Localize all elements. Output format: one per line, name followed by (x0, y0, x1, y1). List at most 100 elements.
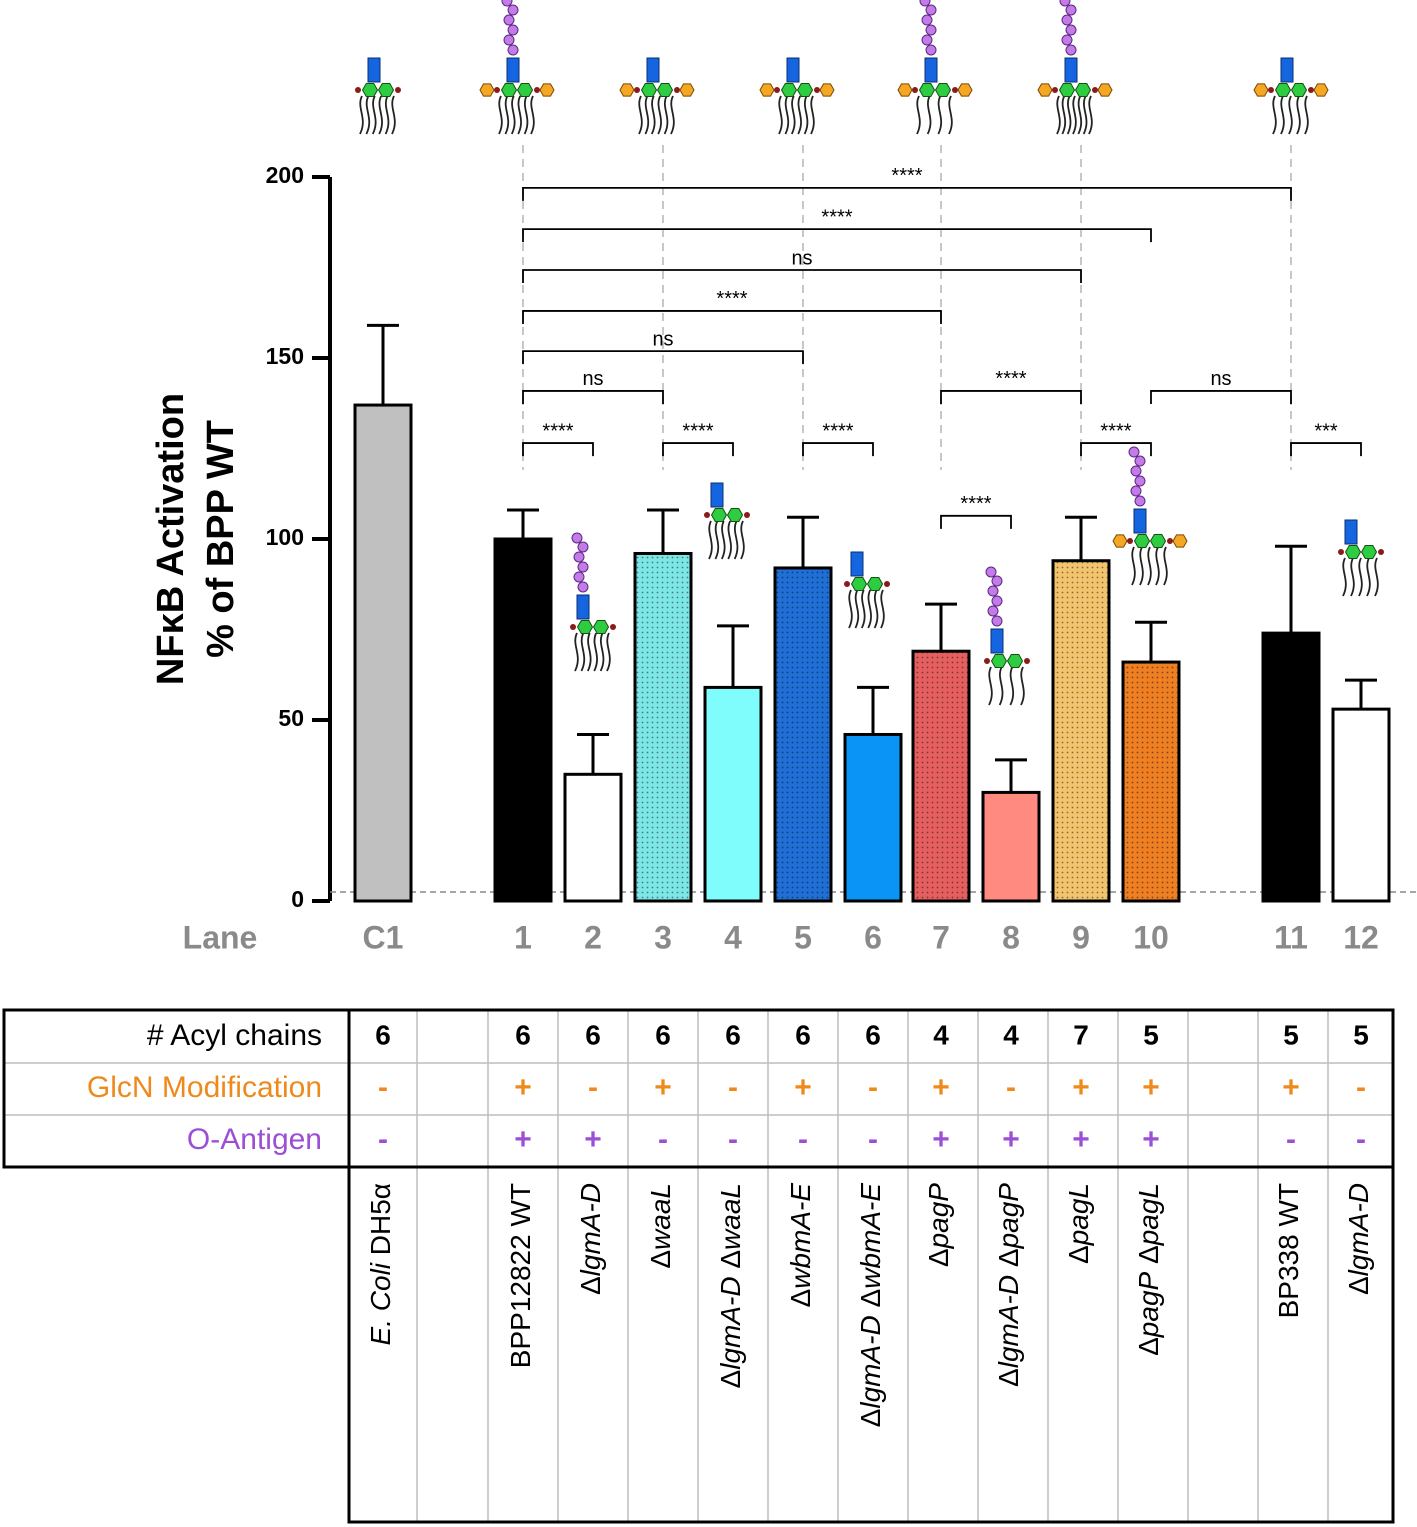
significance-label: ns (791, 247, 812, 269)
strain-name: ΔpagP (923, 1183, 954, 1267)
strain-name-part: Δ (1133, 1245, 1164, 1271)
o-antigen-unit (573, 551, 585, 563)
core (646, 57, 660, 83)
bar (563, 772, 623, 903)
strain-name-part: lgmA-D (1343, 1183, 1374, 1276)
table-grid (2, 1008, 1395, 1524)
x-axis-label: Lane (183, 919, 258, 955)
table-cell: + (1002, 1123, 1020, 1156)
table-cell: - (658, 1123, 668, 1156)
glcn (1112, 534, 1128, 548)
table-cell: - (378, 1071, 388, 1104)
strain-name: BPP12822 WT (505, 1183, 536, 1368)
o-antigen-unit (1065, 4, 1077, 16)
strain-name-part: lgmA-D (993, 1275, 1024, 1368)
phosphate (952, 87, 958, 93)
strain-name-part: pagL (1133, 1183, 1164, 1246)
lps-icon (759, 57, 835, 135)
phosphate (774, 87, 780, 93)
row-label: GlcN Modification (87, 1071, 322, 1104)
acyl-chain (1082, 95, 1088, 135)
bar (1121, 660, 1181, 903)
acyl-chain (650, 95, 656, 135)
acyl-chain (810, 95, 815, 135)
significance-label: **** (822, 420, 853, 442)
lps-icon (479, 0, 555, 135)
bar (1051, 559, 1111, 903)
acyl-chain (1020, 666, 1025, 706)
glucosamine (640, 83, 658, 97)
acyl-chain (593, 632, 598, 672)
acyl-chain (580, 632, 586, 672)
o-antigen-unit (919, 0, 931, 7)
phosphate (1092, 87, 1098, 93)
acyl-chain (797, 95, 802, 135)
strain-name-part: lgmA-D (715, 1276, 746, 1369)
strain-name-part: Δ (1063, 1245, 1094, 1264)
table-cell: + (1142, 1071, 1160, 1104)
acyl-chain (998, 666, 1004, 706)
phosphate (634, 87, 640, 93)
strain-name: ΔpagP ΔpagL (1133, 1183, 1164, 1356)
glucosamine (726, 508, 744, 522)
glucosamine (1344, 545, 1362, 559)
table-cell: 7 (1073, 1019, 1089, 1050)
o-antigen-unit (577, 581, 589, 593)
o-antigen-unit (1134, 475, 1146, 487)
strain-name-part: Δ (993, 1368, 1024, 1387)
acyl-chain (1056, 95, 1061, 135)
acyl-chain (1358, 557, 1363, 597)
table-cell: - (378, 1123, 388, 1156)
glcn (819, 83, 835, 97)
o-antigen-unit (1065, 44, 1077, 56)
o-antigen-unit (925, 24, 937, 36)
glucosamine (918, 83, 936, 97)
y-tick-label: 150 (266, 343, 304, 369)
strain-name-part: E. Coli (365, 1262, 396, 1345)
table-cell: 6 (795, 1019, 811, 1050)
acyl-chain (937, 95, 943, 135)
o-antigen-unit (571, 532, 583, 544)
lps-icon (897, 0, 973, 135)
acyl-chain (371, 95, 377, 135)
glcn (1097, 83, 1113, 97)
bar (353, 403, 413, 903)
phosphate (1127, 538, 1133, 544)
core (576, 594, 590, 620)
glucosamine (866, 577, 884, 591)
x-tick-label: 6 (864, 919, 882, 955)
glcn (539, 83, 555, 97)
significance-bracket (1080, 442, 1152, 457)
o-antigen-unit (985, 566, 997, 578)
o-antigen-unit (921, 34, 933, 46)
acyl-chain (1066, 95, 1072, 135)
glucosamine (500, 83, 518, 97)
acyl-chain (384, 95, 390, 135)
o-antigen-unit (1065, 24, 1077, 36)
y-axis-label: NFκB Activation (150, 393, 192, 685)
glcn (957, 83, 973, 97)
significance-bracket (1290, 442, 1362, 457)
acyl-chain (1147, 546, 1152, 586)
strain-name-part: pagL (1063, 1183, 1094, 1246)
acyl-chain (391, 95, 396, 135)
strain-name: ΔwaaL (645, 1183, 676, 1269)
core (1344, 519, 1358, 545)
acyl-chain (359, 95, 364, 135)
table-cell: 5 (1143, 1019, 1159, 1050)
strain-name-part: wbmA-E (785, 1183, 816, 1289)
strain-name-part: pagP (993, 1183, 1024, 1250)
table-cell: - (588, 1071, 598, 1104)
strain-name: ΔlgmA-D (575, 1183, 606, 1295)
y-tick-label: 50 (278, 705, 304, 731)
table-cell: - (1356, 1123, 1366, 1156)
o-antigen-unit (925, 4, 937, 16)
acyl-chain (365, 95, 371, 135)
core (1064, 57, 1078, 83)
strain-name-part: wbmA-E (855, 1183, 886, 1289)
x-tick-label: 8 (1002, 919, 1020, 955)
significance-label: *** (1314, 420, 1338, 442)
significance-bracket (940, 390, 1082, 404)
glucosamine (656, 83, 674, 97)
